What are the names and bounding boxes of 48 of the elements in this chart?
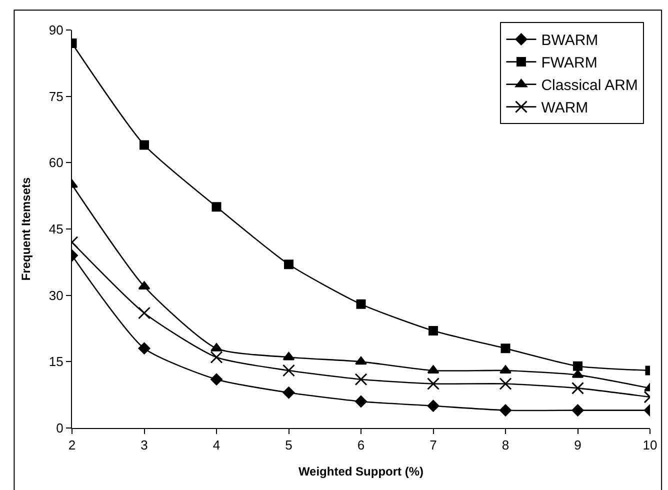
x-tick-label: 2 [68,438,76,453]
point [354,373,368,386]
y-tick-label: 15 [48,354,64,370]
y-tick-label: 0 [56,420,64,436]
point [572,382,584,394]
point [427,378,440,390]
point [138,306,150,320]
point [427,365,440,374]
x-tick-label: 7 [430,438,437,453]
point [210,350,223,364]
x-tick-label: 4 [212,438,220,453]
x-tick-label: 6 [357,438,365,453]
point [355,356,367,365]
x-tick-label: 8 [502,438,510,453]
point [355,396,367,408]
point [282,386,295,399]
y-tick-label: 45 [48,222,64,237]
point [500,365,512,374]
point [140,140,149,150]
point [284,260,294,270]
y-tick-label: 30 [48,288,64,303]
x-tick-label: 10 [642,438,658,453]
y-tick-label: 75 [48,88,64,104]
x-tick-label: 9 [574,438,582,453]
x-tick-label: 5 [285,438,292,453]
point [573,361,582,371]
legend-label: Classical ARM [541,77,638,94]
point [210,373,222,386]
point [356,299,366,309]
point [427,400,440,412]
y-axis-title: Frequent Itemsets [19,176,34,281]
legend-label: BWARM [541,32,598,50]
y-tick-label: 60 [48,155,64,170]
point [500,344,510,354]
point [500,404,512,416]
point [572,404,584,416]
point [499,378,512,390]
x-tick-label: 3 [140,438,148,453]
legend-label: FWARM [541,54,598,72]
y-tick-label: 90 [48,22,64,38]
point [138,342,150,354]
point [428,326,438,336]
x-axis-title: Weighted Support (%) [298,464,424,478]
point [282,352,295,360]
legend-label: WARM [541,100,588,117]
point [210,343,222,352]
point [212,202,222,212]
point [282,364,295,377]
